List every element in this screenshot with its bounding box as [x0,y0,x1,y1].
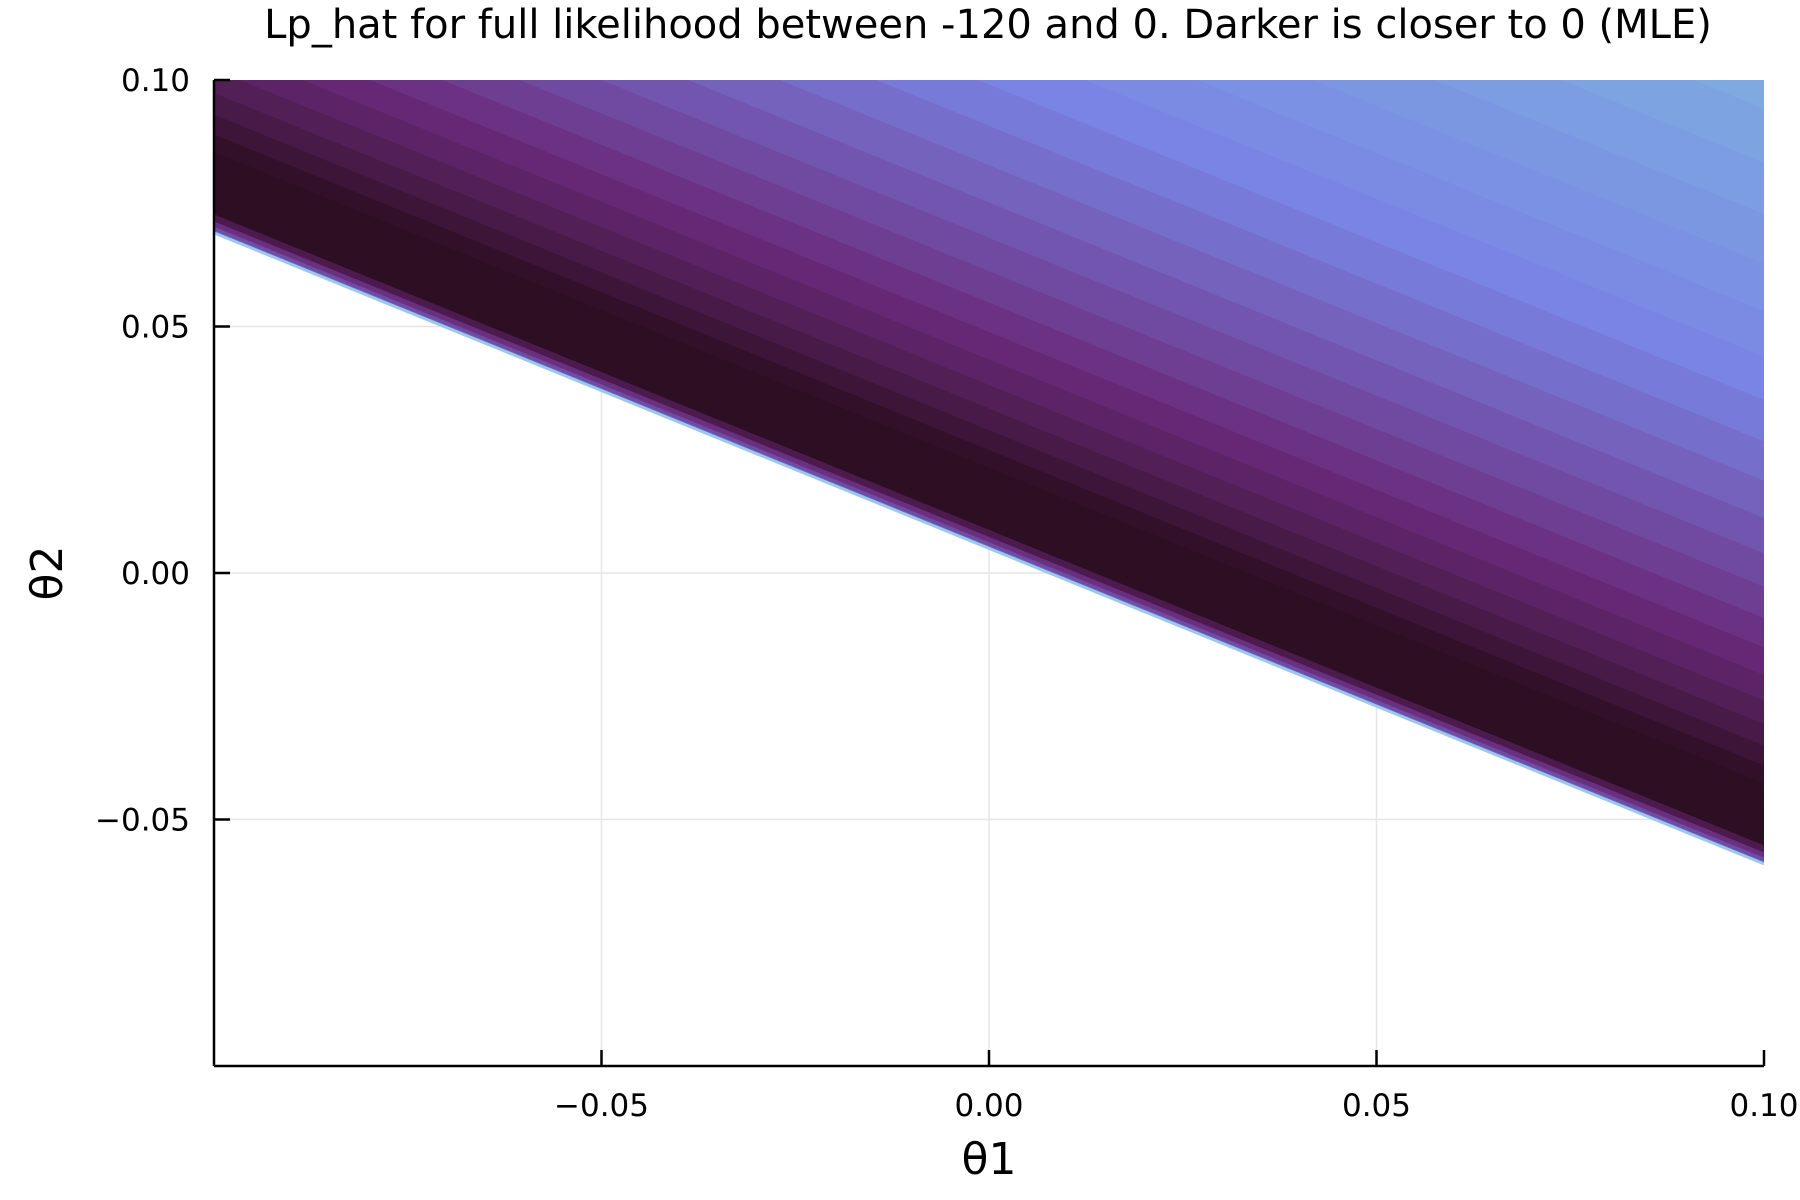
contour-band [1693,80,1764,109]
contour-band [779,80,1764,481]
x-tick-label: 0.10 [1729,1088,1798,1124]
contour-band [239,80,1764,701]
contour-band [688,80,1764,519]
contour-band [302,80,1764,676]
contour-band [1434,80,1764,215]
contour-band [214,194,1764,837]
contour-band [369,80,1764,648]
contour-band [601,80,1764,554]
y-tick-label: 0.05 [121,310,190,346]
contour-band [214,204,1764,846]
contour-band [214,220,1764,858]
contour-band [214,151,1764,800]
contour-band [214,167,1764,814]
y-tick-label: −0.05 [95,803,190,839]
valid-region-boundary [214,231,1764,866]
contour-band [214,80,1764,725]
chart-title: Lp_hat for full likelihood between -120 … [264,2,1712,48]
contour-band [214,133,1764,784]
contour-band [519,80,1764,587]
contour-bands [214,80,1764,866]
contour-band [214,226,1764,862]
contour-band [1561,80,1764,163]
contour-band [442,80,1764,619]
contour-band [214,92,1764,746]
contour-band [214,114,1764,766]
contour-band [1084,80,1764,357]
y-tick-label: 0.00 [121,556,190,592]
tick-labels: −0.05 0.00 0.05 0.10 −0.05 0.00 0.05 0.10 [95,63,1799,1124]
contour-band [876,80,1764,442]
y-tick-label: 0.10 [121,63,190,99]
contour-band [978,80,1764,400]
contour-band [214,213,1764,853]
axes [212,78,1766,1068]
x-axis-label: θ1 [962,1134,1017,1185]
x-tick-label: −0.05 [554,1088,649,1124]
contour-band [214,181,1764,827]
x-tick-label: 0.05 [1342,1088,1411,1124]
y-axis-label: θ2 [22,546,73,601]
contour-band [1312,80,1764,264]
x-tick-label: 0.00 [954,1088,1023,1124]
contour-band [1196,80,1764,312]
